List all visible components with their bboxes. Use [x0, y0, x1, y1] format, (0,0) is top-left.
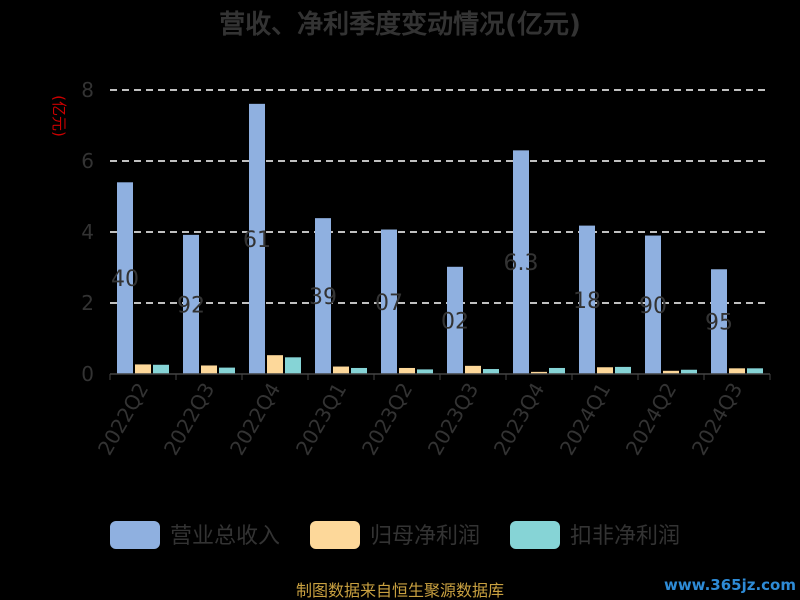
x-tick-label: 2023Q3: [423, 379, 483, 460]
bar: [681, 369, 697, 374]
x-tick-label: 2022Q3: [159, 379, 219, 460]
x-axis-ticks: 2022Q2 2022Q3 2022Q4 2023Q1 2023Q2 2023Q3 2023…: [93, 379, 747, 460]
data-label: 07: [375, 291, 403, 316]
x-tick-label: 2023Q4: [489, 379, 549, 460]
data-labels: 40 92 61 39 07 02 6.3 18 90 95: [111, 228, 733, 336]
bar: [153, 364, 169, 374]
bar: [249, 103, 265, 374]
data-label: 6.3: [504, 251, 539, 276]
bar: [531, 371, 547, 374]
y-axis-ticks: 0 2 4 6 8: [81, 78, 94, 386]
bar: [117, 182, 133, 374]
data-label: 92: [177, 293, 205, 318]
data-label: 18: [573, 289, 601, 314]
bar: [747, 368, 763, 374]
bar: [597, 367, 613, 374]
bar: [483, 369, 499, 374]
x-tick-label: 2023Q1: [291, 379, 351, 460]
data-label: 90: [639, 294, 667, 319]
x-axis: [109, 373, 771, 380]
bar: [399, 367, 415, 374]
legend: 营业总收入 归母净利润 扣非净利润: [110, 521, 680, 549]
x-tick-label: 2023Q2: [357, 379, 417, 460]
x-tick-label: 2024Q1: [555, 379, 615, 460]
bar: [285, 357, 301, 374]
bar: [447, 266, 463, 374]
bar: [465, 365, 481, 374]
y-tick-label: 8: [81, 78, 94, 102]
x-tick-label: 2022Q4: [225, 379, 285, 460]
bar: [183, 234, 199, 374]
bar: [549, 367, 565, 374]
y-tick-label: 4: [81, 220, 94, 244]
x-tick-label: 2024Q2: [621, 379, 681, 460]
y-axis-unit: (亿元): [50, 95, 68, 137]
bar: [663, 370, 679, 374]
x-tick-label: 2022Q2: [93, 379, 153, 460]
bar: [219, 367, 235, 374]
bar: [579, 225, 595, 374]
grid-lines: [110, 89, 770, 304]
legend-label: 归母净利润: [370, 524, 480, 549]
data-label: 39: [309, 285, 337, 310]
legend-swatch: [310, 521, 360, 549]
legend-swatch: [510, 521, 560, 549]
data-label: 61: [243, 228, 271, 253]
y-tick-label: 2: [81, 291, 94, 315]
bar: [381, 229, 397, 374]
legend-swatch: [110, 521, 160, 549]
data-label: 95: [705, 311, 733, 336]
bar: [315, 218, 331, 374]
x-tick-label: 2024Q3: [687, 379, 747, 460]
data-label: 40: [111, 267, 139, 292]
bar: [351, 367, 367, 374]
data-label: 02: [441, 309, 469, 334]
source-note: 制图数据来自恒生聚源数据库: [296, 581, 504, 600]
bar: [513, 150, 529, 374]
y-tick-label: 0: [81, 362, 94, 386]
legend-label: 扣非净利润: [570, 524, 680, 549]
bar: [729, 368, 745, 374]
watermark: www.365jz.com: [664, 576, 796, 594]
chart-title: 营收、净利季度变动情况(亿元): [219, 9, 581, 40]
bar: [711, 269, 727, 374]
y-tick-label: 6: [81, 149, 94, 173]
bar: [645, 235, 661, 374]
legend-label: 营业总收入: [170, 524, 280, 549]
bar: [267, 355, 283, 374]
bar: [333, 366, 349, 374]
bar: [615, 366, 631, 374]
bar: [417, 369, 433, 374]
bar: [201, 365, 217, 374]
bar: [135, 364, 151, 374]
bars: [117, 103, 763, 374]
